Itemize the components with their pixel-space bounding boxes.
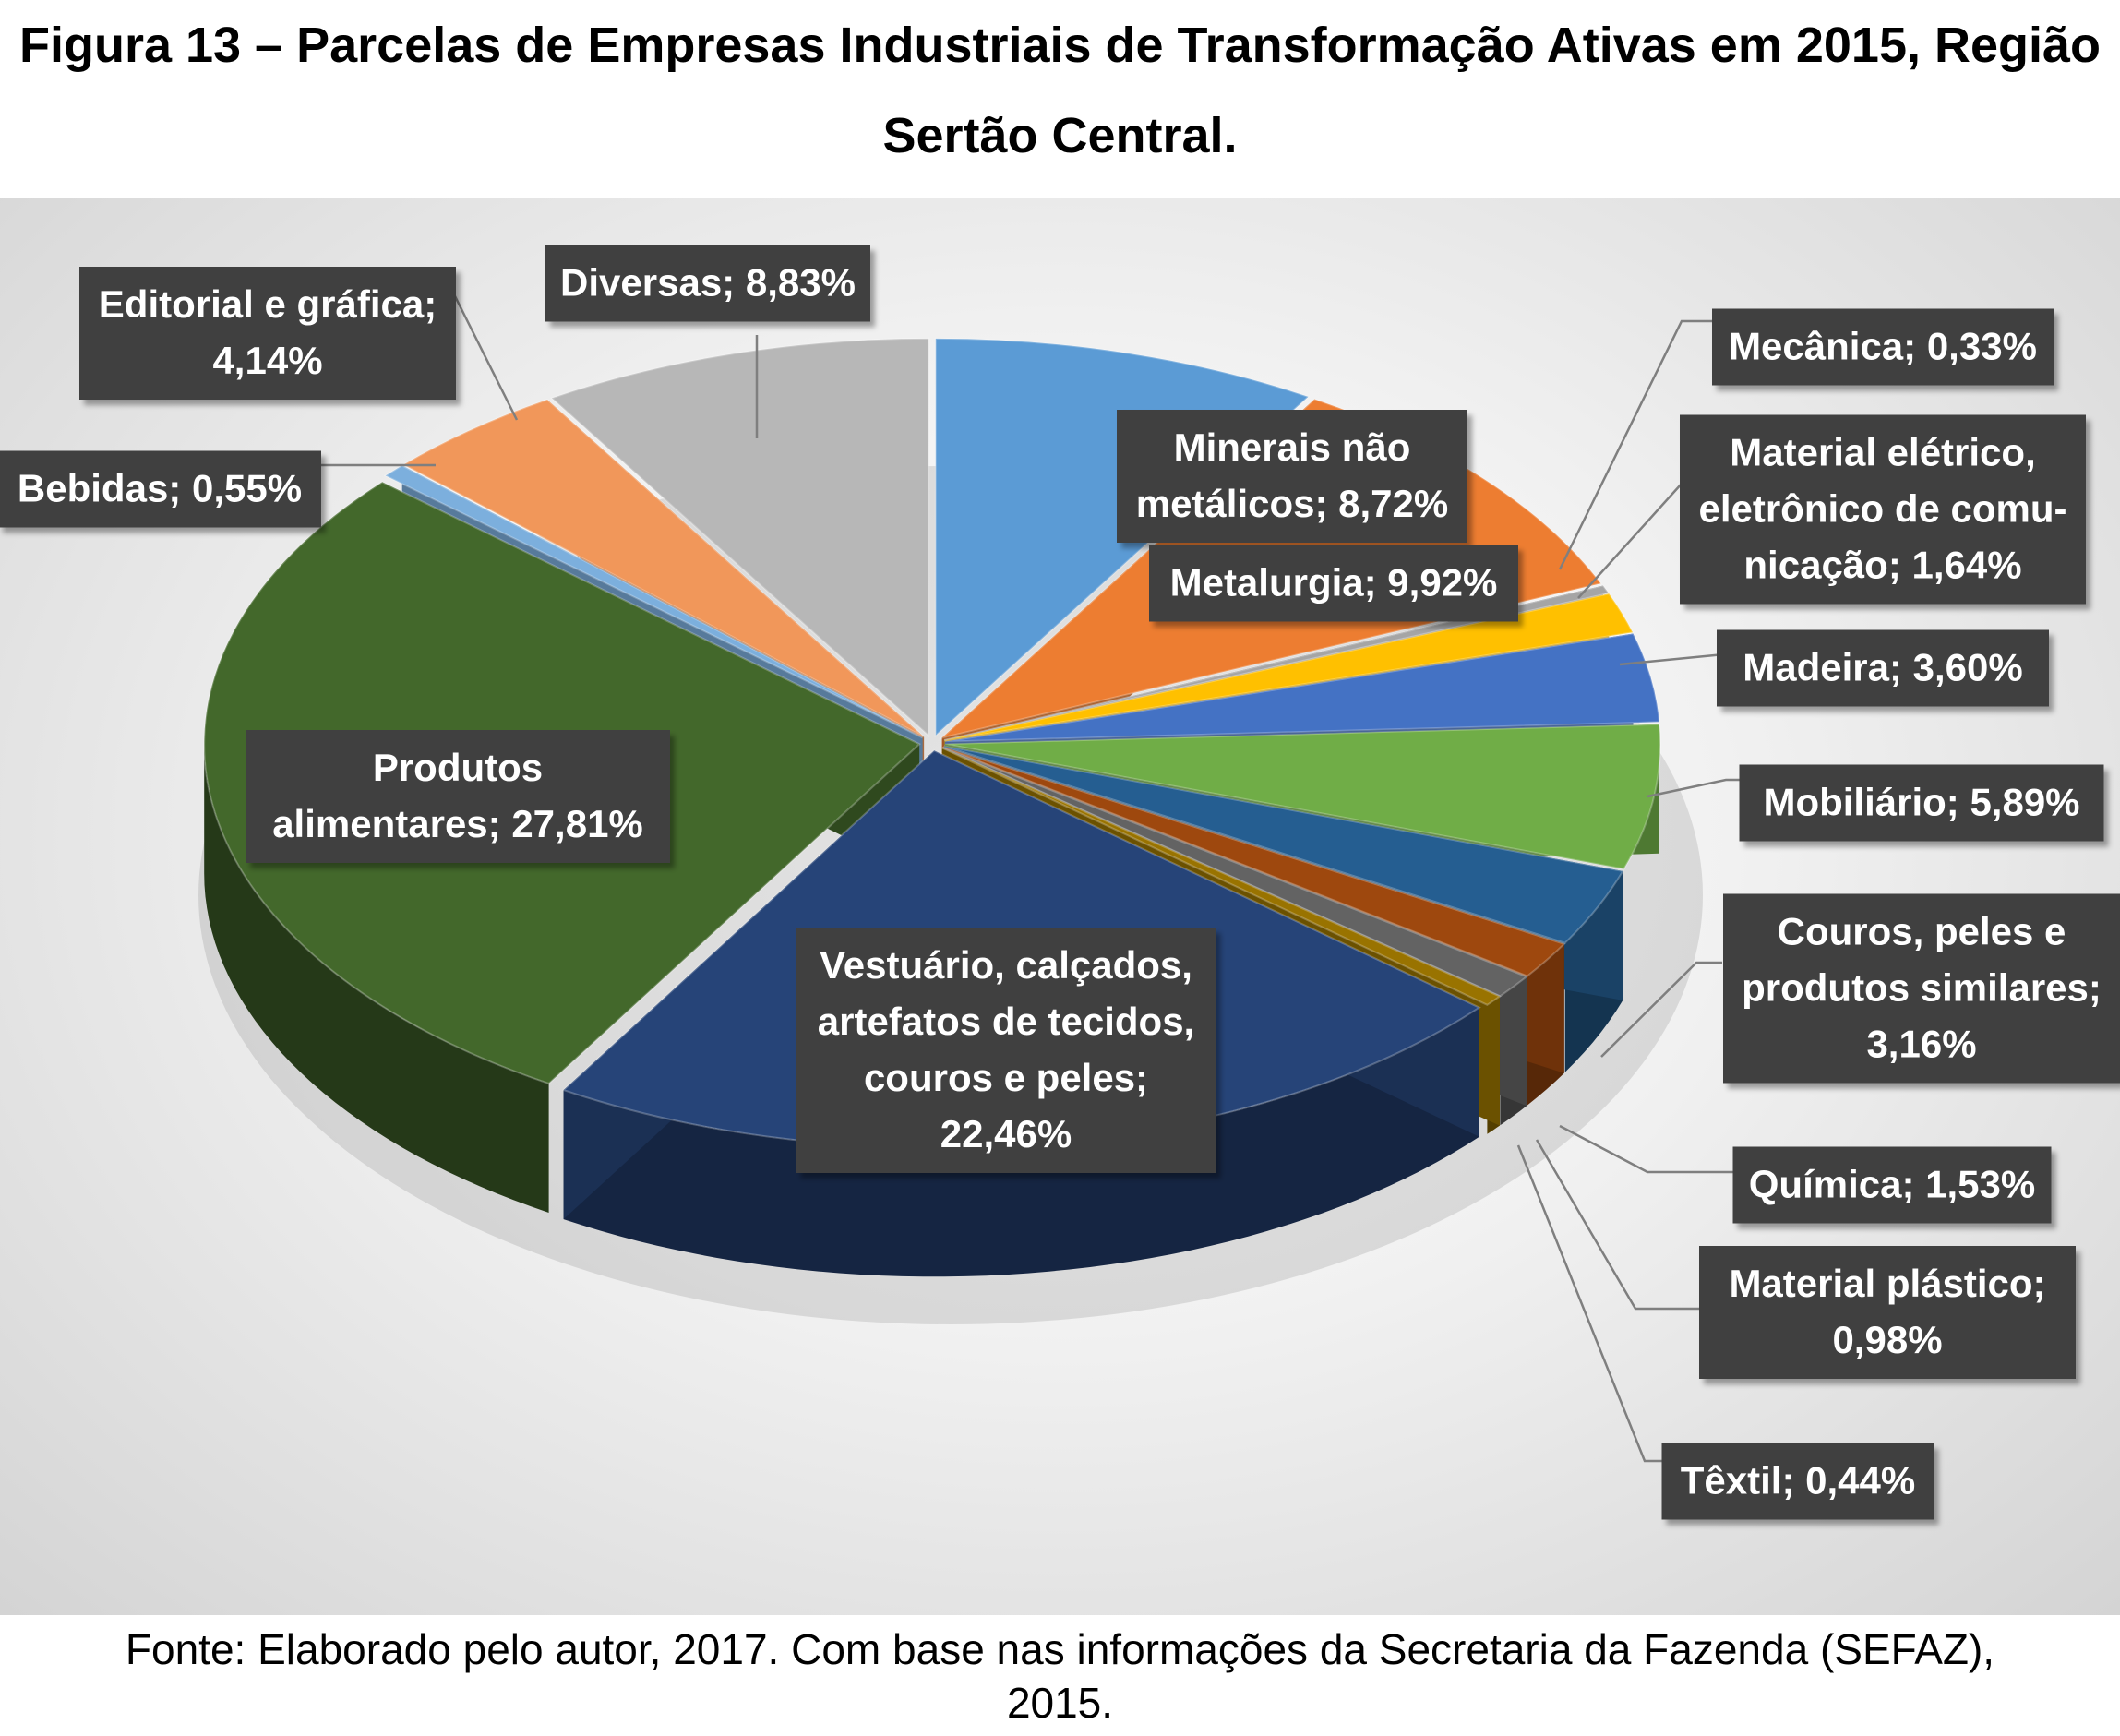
data-label-box <box>1117 410 1467 543</box>
data-label-text: Metalurgia; 9,92% <box>1170 560 1498 604</box>
slice-side-vestuario-calcados-artefatos-de-tecidos-couros-e-peles <box>563 1007 1479 1277</box>
slice-quimica <box>942 746 1566 977</box>
data-label-text: alimentares; 27,81% <box>272 802 643 845</box>
data-label-text: Química; 1,53% <box>1749 1162 2035 1205</box>
figure-source-line-1: Fonte: Elaborado pelo autor, 2017. Com b… <box>125 1625 1995 1673</box>
data-label-text: Mobiliário; 5,89% <box>1763 780 2079 823</box>
data-label-text: Material elétrico, <box>1730 430 2035 473</box>
data-label-madeira: Madeira; 3,60% <box>1717 629 2049 707</box>
data-label-text: nicação; 1,64% <box>1743 543 2021 586</box>
data-label-text: 3,16% <box>1866 1022 1976 1065</box>
pie-chart: Minerais não metálicos; 8,72% Metalurgia; … <box>0 245 2120 1520</box>
data-label-text: 22,46% <box>940 1112 1072 1155</box>
data-label-mecanica: Mecânica; 0,33% <box>1712 308 2054 386</box>
figure-title: Figura 13 – Parcelas de Empresas Industr… <box>0 0 2120 181</box>
data-label-text: Minerais não <box>1174 425 1411 469</box>
data-label-text: 0,98% <box>1832 1318 1942 1361</box>
data-label-box <box>1732 1146 2052 1224</box>
data-label-material-plastico: Material plástico; 0,98% <box>1699 1246 2076 1379</box>
leader-line-material-plastico <box>1535 1139 1703 1311</box>
data-label-minerais-nao-metalicos: Minerais não metálicos; 8,72% <box>1117 410 1467 543</box>
figure-source: Fonte: Elaborado pelo autor, 2017. Com b… <box>0 1622 2120 1730</box>
data-label-box <box>1699 1246 2076 1379</box>
data-label-quimica: Química; 1,53% <box>1732 1146 2052 1224</box>
data-label-box <box>0 450 321 528</box>
slice-textil <box>941 747 1503 1006</box>
leader-line-mecanica <box>1558 319 1712 570</box>
data-label-text: eletrônico de comu- <box>1698 486 2066 530</box>
slice-madeira <box>944 632 1660 743</box>
data-label-box <box>1739 764 2104 842</box>
data-label-box <box>1680 414 2086 605</box>
slice-mecanica <box>943 584 1611 741</box>
data-label-vestuario-calcados-artefatos-de-tecidos-couros-e-peles: Vestuário, calçados, artefatos de tecidos… <box>796 928 1216 1173</box>
data-label-text: metálicos; 8,72% <box>1136 482 1449 525</box>
data-label-diversas: Diversas; 8,83% <box>545 245 870 322</box>
data-label-box <box>1149 545 1518 622</box>
data-label-text: Mecânica; 0,33% <box>1729 324 2037 367</box>
data-labels: Minerais não metálicos; 8,72% Metalurgia; … <box>0 245 2120 1520</box>
data-label-text: Têxtil; 0,44% <box>1681 1458 1915 1502</box>
data-label-text: Editorial e gráfica; <box>99 282 437 326</box>
data-label-text: Bebidas; 0,55% <box>18 466 302 509</box>
data-label-produtos-alimentares: Produtos alimentares; 27,81% <box>246 730 670 863</box>
leader-line-madeira <box>1619 652 1725 666</box>
data-label-bebidas: Bebidas; 0,55% <box>0 450 321 528</box>
figure-title-line-2: Sertão Central. <box>882 108 1238 163</box>
data-label-box <box>1723 893 2120 1084</box>
data-label-text: artefatos de tecidos, <box>818 1000 1194 1043</box>
slice-editorial-e-grafica <box>401 398 925 738</box>
data-label-box <box>796 928 1216 1173</box>
slice-diversas <box>549 337 930 738</box>
data-label-box <box>79 267 456 400</box>
figure-title-line-1: Figura 13 – Parcelas de Empresas Industr… <box>18 18 2102 73</box>
leader-line-material-eletrico-eletronico-de-comunicacao <box>1577 483 1683 599</box>
data-label-mobiliario: Mobiliário; 5,89% <box>1739 764 2104 842</box>
data-label-box <box>246 730 670 863</box>
data-label-text: Couros, peles e <box>1778 909 2066 952</box>
slice-side-produtos-alimentares <box>204 744 549 1213</box>
data-label-box <box>1712 308 2054 386</box>
data-label-text: couros e peles; <box>864 1056 1148 1099</box>
leader-line-mobiliario <box>1647 778 1740 798</box>
slice-material-plastico <box>941 747 1529 998</box>
data-label-text: 4,14% <box>212 339 322 382</box>
slice-mobiliario <box>944 723 1661 870</box>
leader-line-couros-peles-e-produtos-similares <box>1600 961 1722 1058</box>
slice-material-eletrico-eletronico-de-comunicacao <box>944 593 1635 742</box>
data-label-couros-peles-e-produtos-similares: Couros, peles e produtos similares; 3,16% <box>1723 893 2120 1084</box>
data-label-metalurgia: Metalurgia; 9,92% <box>1149 545 1518 622</box>
data-label-material-eletrico-eletronico-de-comunicacao: Material elétrico, eletrônico de comu-nic… <box>1680 414 2086 605</box>
slice-couros-peles-e-produtos-similares <box>943 745 1624 944</box>
data-label-box <box>545 245 870 322</box>
figure-source-line-2: 2015. <box>1006 1679 1114 1727</box>
data-label-text: Vestuário, calçados, <box>820 943 1192 987</box>
data-label-text: Diversas; 8,83% <box>560 260 856 304</box>
data-label-box <box>1717 629 2049 707</box>
leader-line-textil <box>1516 1144 1663 1463</box>
leader-line-quimica <box>1559 1124 1735 1174</box>
data-label-text: Produtos <box>373 746 543 789</box>
data-label-editorial-e-grafica: Editorial e gráfica; 4,14% <box>79 267 456 400</box>
data-label-text: Material plástico; <box>1729 1262 2045 1305</box>
data-label-box <box>1661 1443 1934 1520</box>
data-label-text: Madeira; 3,60% <box>1743 645 2022 688</box>
data-label-textil: Têxtil; 0,44% <box>1661 1443 1934 1520</box>
data-label-text: produtos similares; <box>1742 965 2102 1009</box>
chart-area: Minerais não metálicos; 8,72% Metalurgia; … <box>0 198 2120 1615</box>
